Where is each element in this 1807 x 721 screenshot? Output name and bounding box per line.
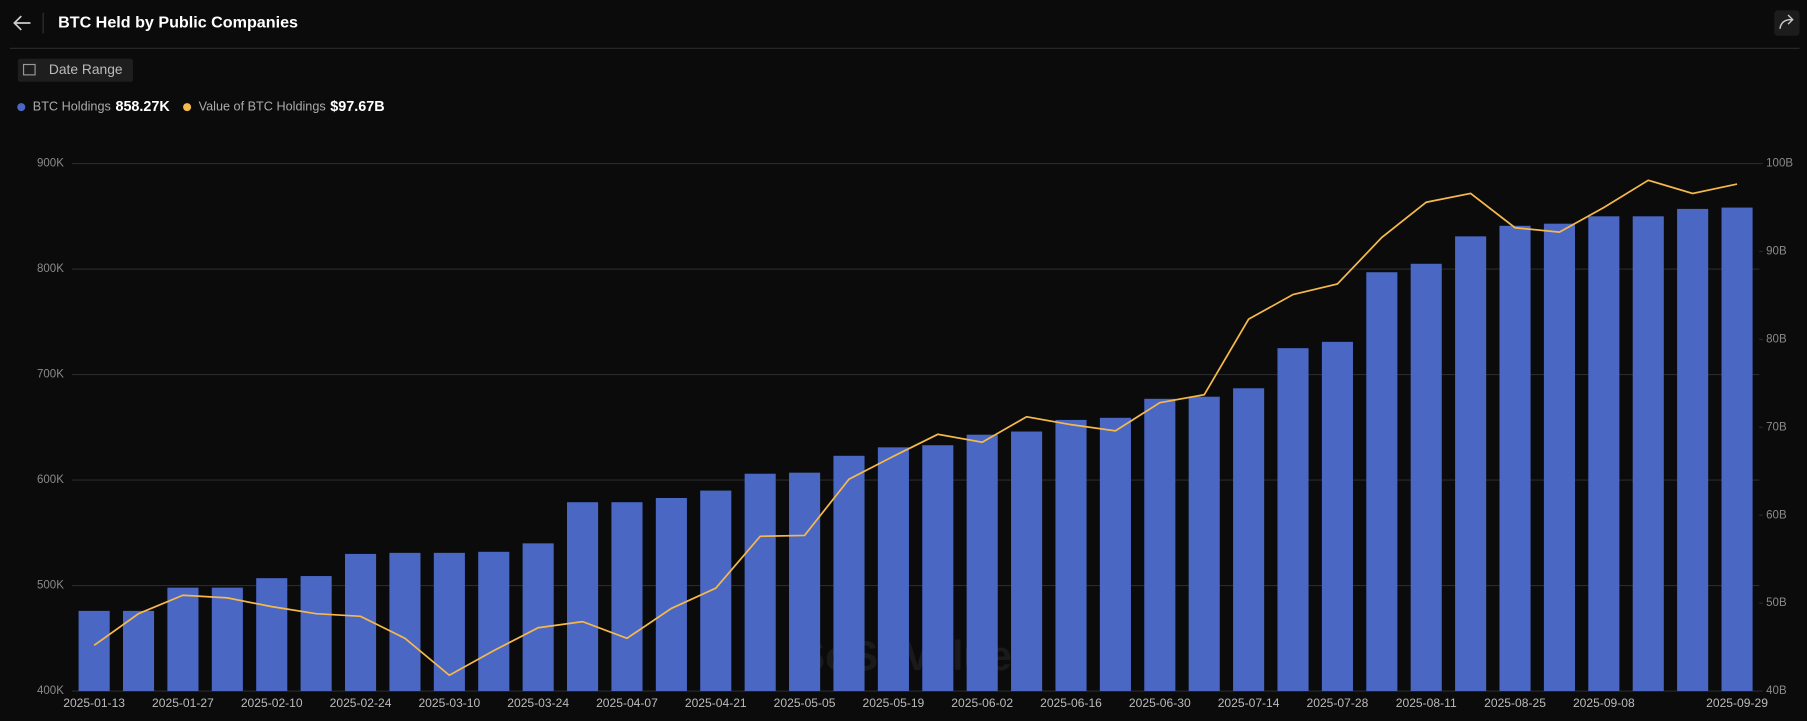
bar [389, 552, 421, 692]
bar [167, 587, 199, 692]
bar [611, 502, 643, 692]
bar [1144, 398, 1176, 692]
bar [744, 473, 776, 692]
legend-marker [17, 103, 26, 112]
bar [655, 497, 687, 692]
y-tick-label: 700K [37, 369, 64, 381]
bar [1366, 272, 1398, 692]
y-tick-label: 900K [37, 158, 64, 170]
y2-tick-label: 50B [1766, 597, 1787, 609]
x-tick-label: 2025-03-10 [418, 696, 480, 710]
y2-tick-label: 90B [1766, 246, 1787, 258]
bar [211, 587, 243, 692]
x-tick-label: 2025-06-16 [1040, 696, 1102, 710]
bar [433, 552, 465, 692]
x-tick-label: 2025-06-30 [1129, 696, 1191, 710]
bar [1721, 207, 1753, 692]
bar [1099, 417, 1131, 692]
back-button[interactable] [13, 15, 31, 31]
y-tick-label: 400K [37, 685, 64, 697]
bar [256, 578, 288, 692]
bar [1499, 225, 1531, 692]
x-tick-label: 2025-09-08 [1573, 696, 1635, 710]
y-tick-label: 500K [37, 580, 64, 592]
bar [1011, 431, 1043, 692]
x-tick-label: 2025-08-25 [1484, 696, 1546, 710]
share-button[interactable] [1774, 10, 1800, 36]
line [93, 179, 1738, 677]
x-tick-label: 2025-01-27 [152, 696, 214, 710]
share-icon [1779, 14, 1794, 29]
bar [78, 610, 110, 692]
bar [1543, 223, 1575, 692]
bar [345, 553, 377, 692]
bar [1677, 208, 1709, 692]
legend-value: 858.27K [115, 99, 170, 115]
bar [1233, 388, 1265, 692]
x-tick-label: 2025-04-21 [685, 696, 747, 710]
y2-tick-label: 80B [1766, 333, 1787, 345]
y-tick-label: 600K [37, 474, 64, 486]
legend-value: $97.67B [330, 99, 384, 115]
x-tick-label: 2025-05-19 [862, 696, 924, 710]
x-tick-label: 2025-07-14 [1218, 696, 1280, 710]
calendar-icon [22, 63, 36, 76]
bar [833, 455, 865, 692]
bar [1277, 348, 1309, 692]
y2-tick-label: 40B [1766, 685, 1787, 697]
legend-label: Value of BTC Holdings [199, 99, 326, 113]
x-tick-label: 2025-05-05 [774, 696, 836, 710]
bar [122, 610, 155, 692]
bar [1410, 263, 1442, 692]
x-tick-label: 2025-08-11 [1396, 696, 1457, 710]
bar [877, 447, 909, 692]
x-tick-label: 2025-04-07 [596, 696, 658, 710]
bar [1455, 236, 1487, 692]
bar [300, 576, 332, 692]
bar [922, 445, 954, 692]
x-tick-label: 2025-01-13 [63, 696, 125, 710]
bar [1321, 341, 1353, 692]
x-tick-label: 2025-07-28 [1307, 696, 1369, 710]
page-title: BTC Held by Public Companies [58, 13, 298, 31]
x-tick-label: 2025-06-02 [951, 696, 1013, 710]
x-tick-label: 2025-03-24 [507, 696, 569, 710]
bar [522, 543, 554, 692]
bar [1055, 419, 1087, 692]
bar [1632, 216, 1664, 692]
x-tick-label: 2025-02-24 [330, 696, 392, 710]
y2-tick-label: 100B [1766, 158, 1793, 170]
x-tick-label: 2025-02-10 [241, 696, 303, 710]
date-range-label: Date Range [49, 61, 123, 77]
date-range-button[interactable] [17, 58, 133, 82]
y-tick-label: 800K [37, 263, 64, 275]
bar [1588, 216, 1620, 692]
bar [1188, 396, 1220, 692]
legend-marker [183, 103, 192, 112]
x-tick-label: 2025-09-29 [1706, 696, 1768, 710]
bar [567, 502, 599, 692]
bar [789, 472, 821, 692]
y2-tick-label: 70B [1766, 421, 1787, 433]
y2-tick-label: 60B [1766, 509, 1787, 521]
bar [966, 434, 998, 692]
bar [478, 551, 510, 692]
bar [700, 490, 732, 692]
legend-label: BTC Holdings [33, 99, 111, 113]
